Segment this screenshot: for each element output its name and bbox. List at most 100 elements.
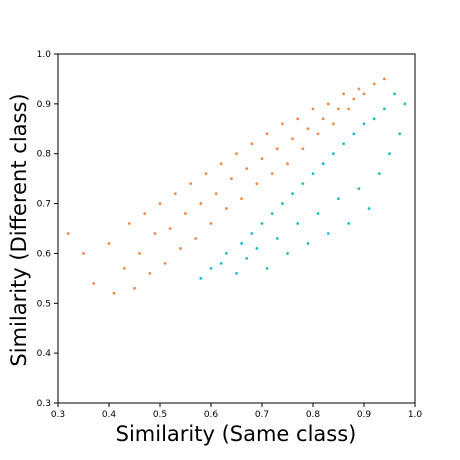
scatter-point [224, 252, 228, 255]
scatter-point [199, 202, 203, 205]
scatter-point [255, 182, 259, 186]
scatter-point [362, 122, 366, 126]
y-axis: 0.3 0.4 0.5 0.6 0.7 0.8 0.9 1.0 [37, 50, 58, 409]
scatter-point [377, 172, 381, 176]
scatter-point [82, 252, 85, 255]
scatter-point [316, 212, 320, 215]
scatter-point [122, 266, 126, 270]
scatter-point [194, 237, 198, 240]
x-axis-title: Similarity (Same class) [116, 422, 357, 446]
scatter-point [388, 152, 391, 156]
y-tick-label: 0.4 [37, 349, 52, 359]
y-tick-label: 1.0 [37, 50, 52, 60]
scatter-point [357, 187, 361, 191]
scatter-point [321, 117, 325, 121]
x-tick-label: 1.0 [408, 410, 423, 420]
scatter-series-1 [66, 77, 386, 295]
x-tick-label: 0.5 [153, 410, 167, 420]
scatter-point [265, 132, 269, 136]
scatter-point [240, 197, 244, 200]
scatter-point [112, 291, 116, 295]
y-tick-label: 0.7 [37, 200, 51, 210]
scatter-point [179, 247, 182, 250]
scatter-point [214, 192, 218, 196]
scatter-point [332, 122, 335, 126]
y-axis-title: Similarity (Different class) [7, 93, 31, 366]
scatter-point [245, 257, 249, 260]
x-tick-label: 0.4 [102, 410, 117, 420]
scatter-point [347, 107, 351, 111]
scatter-point [296, 222, 300, 225]
scatter-point [173, 192, 177, 196]
scatter-point [199, 276, 203, 280]
scatter-point [219, 162, 223, 166]
scatter-point [255, 247, 259, 250]
x-tick-label: 0.6 [204, 410, 219, 420]
scatter-point [66, 232, 70, 235]
scatter-point [265, 266, 269, 270]
scatter-point [163, 262, 167, 265]
scatter-point [189, 182, 193, 186]
scatter-point [367, 207, 371, 210]
scatter-point [204, 172, 208, 176]
scatter-point [235, 271, 238, 275]
scatter-point [286, 162, 289, 166]
scatter-point [209, 222, 213, 225]
scatter-point [245, 167, 249, 171]
x-tick-label: 0.8 [306, 410, 321, 420]
scatter-point [260, 222, 264, 225]
scatter-point [158, 202, 162, 205]
x-tick-label: 0.7 [255, 410, 269, 420]
scatter-point [342, 142, 345, 146]
scatter-point [403, 102, 407, 106]
scatter-point [383, 107, 386, 111]
scatter-point [291, 192, 294, 196]
scatter-point [107, 242, 111, 245]
scatter-point [138, 252, 142, 255]
scatter-point [362, 92, 366, 96]
scatter-point [301, 182, 305, 186]
scatter-point [332, 152, 335, 156]
scatter-point [127, 222, 131, 225]
scatter-point [275, 237, 279, 240]
scatter-point [270, 172, 274, 176]
scatter-series-2 [199, 92, 407, 280]
scatter-point [219, 262, 223, 265]
scatter-point [250, 232, 254, 235]
scatter-point [235, 152, 238, 156]
scatter-point [321, 162, 325, 166]
scatter-point [347, 222, 351, 225]
scatter-point [281, 202, 284, 205]
scatter-point [326, 232, 330, 235]
scatter-point [326, 102, 330, 106]
scatter-point [291, 137, 294, 141]
y-tick-label: 0.6 [37, 249, 52, 259]
scatter-point [342, 92, 345, 96]
scatter-point [337, 197, 340, 200]
scatter-point [372, 117, 376, 121]
x-axis: 0.3 0.4 0.5 0.6 0.7 0.8 0.9 1.0 [51, 403, 423, 420]
y-tick-label: 0.3 [37, 399, 51, 409]
x-tick-label: 0.9 [357, 410, 372, 420]
points-layer [66, 77, 407, 295]
x-tick-label: 0.3 [51, 410, 65, 420]
scatter-point [143, 212, 147, 215]
scatter-point [311, 172, 315, 176]
y-tick-label: 0.8 [37, 150, 52, 160]
scatter-point [352, 132, 356, 136]
scatter-point [316, 132, 320, 136]
scatter-point [168, 227, 172, 230]
y-tick-label: 0.9 [37, 100, 52, 110]
scatter-point [275, 147, 279, 151]
scatter-point [301, 147, 305, 151]
scatter-point [230, 177, 233, 181]
scatter-point [184, 212, 187, 215]
scatter-point [357, 87, 361, 91]
scatter-point [92, 281, 96, 285]
scatter-point [352, 97, 356, 101]
scatter-point [398, 132, 402, 136]
scatter-point [337, 107, 340, 111]
scatter-point [383, 77, 386, 81]
scatter-point [270, 212, 274, 215]
